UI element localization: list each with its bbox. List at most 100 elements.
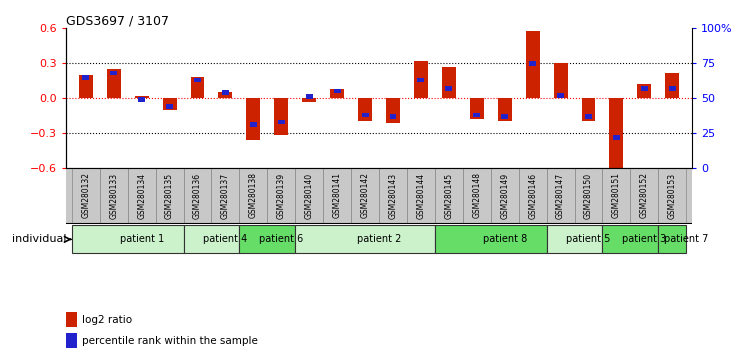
Bar xyxy=(194,78,201,82)
Bar xyxy=(247,98,261,140)
Bar xyxy=(138,97,145,102)
Bar xyxy=(358,98,372,121)
Bar xyxy=(275,98,289,135)
Text: GSM280152: GSM280152 xyxy=(640,172,649,218)
Bar xyxy=(163,98,177,110)
Bar xyxy=(603,168,631,224)
Bar xyxy=(498,98,512,121)
Bar xyxy=(211,168,239,224)
Bar xyxy=(669,86,676,91)
Bar xyxy=(379,168,407,224)
Text: GSM280137: GSM280137 xyxy=(221,172,230,218)
Bar xyxy=(445,86,453,91)
Bar xyxy=(417,78,425,82)
Bar xyxy=(250,122,257,127)
Bar xyxy=(100,168,127,224)
Bar xyxy=(553,63,567,98)
Text: GSM280150: GSM280150 xyxy=(584,172,593,218)
Text: GSM280139: GSM280139 xyxy=(277,172,286,218)
Text: GSM280148: GSM280148 xyxy=(473,172,481,218)
Bar xyxy=(435,168,463,224)
Bar xyxy=(305,95,313,99)
Bar xyxy=(613,135,620,139)
Bar xyxy=(637,84,651,98)
Bar xyxy=(658,225,686,253)
Bar xyxy=(333,89,341,93)
Bar xyxy=(135,96,149,98)
Bar xyxy=(351,168,379,224)
Text: log2 ratio: log2 ratio xyxy=(82,315,132,325)
Text: GSM280141: GSM280141 xyxy=(333,172,342,218)
Bar xyxy=(66,333,77,348)
Bar xyxy=(166,104,173,109)
Text: patient 7: patient 7 xyxy=(664,234,709,244)
Bar xyxy=(330,89,344,98)
Bar xyxy=(519,168,547,224)
Text: patient 5: patient 5 xyxy=(566,234,611,244)
Bar xyxy=(470,98,484,119)
Bar xyxy=(609,98,623,170)
Bar xyxy=(107,69,121,98)
Bar xyxy=(72,225,183,253)
Bar xyxy=(581,98,595,121)
Text: GSM280133: GSM280133 xyxy=(109,172,118,218)
Text: GSM280140: GSM280140 xyxy=(305,172,314,218)
Text: GSM280142: GSM280142 xyxy=(361,172,369,218)
Bar xyxy=(414,61,428,98)
Bar xyxy=(585,114,592,119)
Bar xyxy=(557,93,564,98)
Text: GSM280144: GSM280144 xyxy=(417,172,425,218)
Bar xyxy=(407,168,435,224)
Bar xyxy=(529,61,536,65)
Bar xyxy=(219,92,233,98)
Bar xyxy=(463,168,491,224)
Text: patient 6: patient 6 xyxy=(259,234,303,244)
Text: GSM280151: GSM280151 xyxy=(612,172,621,218)
Text: GSM280134: GSM280134 xyxy=(137,172,146,218)
Bar xyxy=(155,168,183,224)
Bar xyxy=(82,75,89,80)
Bar xyxy=(526,31,539,98)
Bar xyxy=(575,168,603,224)
Bar xyxy=(631,168,658,224)
Text: patient 8: patient 8 xyxy=(483,234,527,244)
Text: GSM280143: GSM280143 xyxy=(389,172,397,218)
Bar xyxy=(66,312,77,327)
Bar xyxy=(302,98,316,102)
Text: patient 4: patient 4 xyxy=(203,234,247,244)
Bar xyxy=(389,114,397,119)
Bar xyxy=(386,98,400,122)
Bar xyxy=(267,168,295,224)
Bar xyxy=(641,86,648,91)
Text: GSM280145: GSM280145 xyxy=(445,172,453,218)
Bar xyxy=(295,168,323,224)
Text: GSM280153: GSM280153 xyxy=(668,172,677,218)
Bar xyxy=(277,120,285,124)
Bar xyxy=(295,225,435,253)
Bar xyxy=(435,225,547,253)
Bar xyxy=(183,168,211,224)
Text: GSM280132: GSM280132 xyxy=(81,172,91,218)
Text: patient 1: patient 1 xyxy=(119,234,164,244)
Bar xyxy=(239,225,295,253)
Bar xyxy=(501,114,509,119)
Bar xyxy=(361,113,369,117)
Bar xyxy=(442,67,456,98)
Bar xyxy=(183,225,239,253)
Bar xyxy=(323,168,351,224)
Bar xyxy=(473,113,481,117)
Bar xyxy=(222,90,229,95)
Text: GDS3697 / 3107: GDS3697 / 3107 xyxy=(66,14,169,27)
Bar xyxy=(79,75,93,98)
Bar xyxy=(72,168,100,224)
Bar xyxy=(127,168,155,224)
Text: GSM280136: GSM280136 xyxy=(193,172,202,218)
Bar xyxy=(658,168,686,224)
Text: GSM280147: GSM280147 xyxy=(556,172,565,218)
Bar xyxy=(491,168,519,224)
Bar xyxy=(239,168,267,224)
Bar xyxy=(603,225,658,253)
Text: GSM280149: GSM280149 xyxy=(500,172,509,218)
Text: patient 2: patient 2 xyxy=(357,234,401,244)
Bar xyxy=(665,73,679,98)
